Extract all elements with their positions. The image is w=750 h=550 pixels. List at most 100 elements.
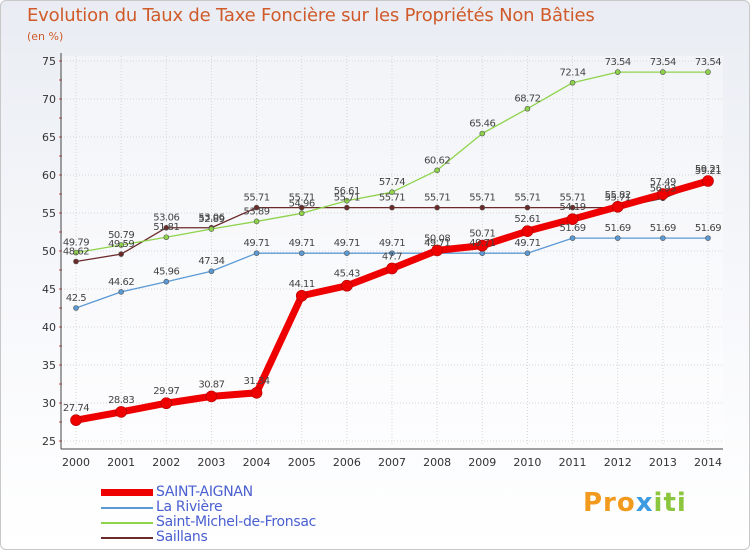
data-point-saint-aignan: [295, 289, 308, 302]
data-point-saint-michel-de-fronsac: [569, 79, 576, 86]
data-label-saint-aignan: 55.82: [605, 190, 631, 201]
data-point-saint-michel-de-fronsac: [614, 69, 621, 75]
data-label-saint-aignan: 30.87: [198, 379, 224, 390]
data-point-la-riviere: [479, 250, 486, 257]
y-tick-label: 50: [42, 245, 56, 258]
data-point-saillans: [253, 204, 260, 211]
chart-title: Evolution du Taux de Taxe Foncière sur l…: [27, 5, 595, 26]
data-label-saint-aignan: 47.7: [382, 251, 402, 262]
data-point-saint-michel-de-fronsac: [705, 69, 711, 75]
data-point-saillans: [163, 224, 170, 231]
data-point-saillans: [569, 204, 576, 211]
data-label-saillans: 53.06: [198, 213, 224, 224]
data-point-saillans: [118, 251, 124, 257]
data-point-saint-michel-de-fronsac: [73, 249, 79, 256]
y-tick-label: 60: [42, 169, 56, 182]
x-tick-label: 2004: [243, 456, 271, 469]
data-point-saint-aignan: [611, 200, 624, 213]
x-tick-label: 2009: [468, 456, 496, 469]
data-point-la-riviere: [660, 235, 666, 241]
data-point-saint-michel-de-fronsac: [344, 197, 350, 204]
y-tick-label: 40: [42, 321, 56, 334]
legend-swatch: [101, 537, 153, 539]
x-tick-label: 2012: [604, 456, 632, 469]
data-point-saint-aignan: [476, 239, 489, 252]
x-tick-label: 2001: [107, 456, 135, 469]
data-label-la-riviere: 49.71: [379, 238, 405, 249]
data-label-saillans: 56.93: [650, 183, 676, 194]
data-point-saint-aignan: [160, 397, 173, 410]
data-point-saint-aignan: [386, 262, 398, 275]
data-point-saint-aignan: [115, 406, 127, 418]
data-point-la-riviere: [524, 250, 531, 257]
data-point-la-riviere: [344, 250, 350, 257]
data-label-saint-michel-de-fronsac: 50.79: [108, 230, 134, 241]
x-tick-label: 2013: [649, 456, 677, 469]
x-tick-label: 2010: [513, 456, 541, 469]
data-label-saint-aignan: 52.61: [514, 214, 540, 225]
data-point-saint-michel-de-fronsac: [434, 167, 440, 174]
data-label-saint-michel-de-fronsac: 60.62: [424, 155, 450, 166]
legend-item-la-riviere: La Rivière: [101, 499, 401, 515]
data-point-saint-aignan: [205, 390, 218, 403]
data-label-saillans: 55.71: [605, 193, 631, 204]
data-point-saint-aignan: [702, 175, 714, 187]
data-point-saint-michel-de-fronsac: [118, 242, 124, 248]
data-label-saillans: 55.71: [424, 193, 450, 204]
data-label-la-riviere: 51.69: [695, 223, 721, 234]
legend-label: Saillans: [156, 529, 208, 545]
data-point-la-riviere: [208, 268, 215, 275]
y-tick-label: 75: [42, 55, 56, 68]
data-label-la-riviere: 47.34: [198, 256, 224, 267]
data-label-saillans: 55.71: [244, 193, 270, 204]
data-label-la-riviere: 49.71: [514, 238, 540, 249]
x-tick-label: 2006: [333, 456, 361, 469]
data-point-la-riviere: [118, 289, 124, 295]
data-point-la-riviere: [705, 235, 711, 241]
legend-label: Saint-Michel-de-Fronsac: [156, 514, 317, 530]
data-point-saillans: [434, 204, 440, 211]
data-point-saillans: [389, 204, 395, 211]
data-label-saillans: 55.71: [469, 193, 495, 204]
data-label-saint-aignan: 54.19: [560, 202, 586, 213]
data-label-saint-michel-de-fronsac: 73.54: [605, 57, 631, 68]
data-point-la-riviere: [298, 250, 305, 257]
y-tick-label: 25: [42, 435, 56, 448]
chart-legend: SAINT-AIGNAN La Rivière Saint-Michel-de-…: [101, 484, 401, 545]
data-label-saillans: 48.62: [63, 246, 89, 257]
data-point-la-riviere: [253, 250, 260, 257]
x-tick-label: 2005: [288, 456, 316, 469]
x-tick-label: 2007: [378, 456, 406, 469]
data-point-saint-aignan: [521, 225, 534, 237]
data-point-saint-michel-de-fronsac: [479, 130, 486, 137]
data-label-la-riviere: 49.71: [289, 238, 315, 249]
data-label-saint-michel-de-fronsac: 54.96: [289, 198, 315, 209]
data-label-la-riviere: 51.69: [605, 223, 631, 234]
data-label-saillans: 53.06: [153, 213, 179, 224]
data-label-la-riviere: 51.69: [650, 223, 676, 234]
data-label-saint-michel-de-fronsac: 72.14: [560, 68, 586, 79]
data-label-saint-aignan: 29.97: [153, 386, 179, 397]
data-label-saillans: 55.71: [514, 193, 540, 204]
data-label-saint-aignan: 50.08: [424, 233, 450, 244]
x-tick-label: 2000: [62, 456, 90, 469]
legend-swatch: [101, 507, 153, 509]
data-point-la-riviere: [163, 278, 170, 285]
data-point-saint-michel-de-fronsac: [298, 210, 305, 217]
data-label-saint-michel-de-fronsac: 73.54: [695, 57, 721, 68]
data-label-la-riviere: 44.62: [108, 277, 134, 288]
data-point-saint-michel-de-fronsac: [163, 234, 170, 241]
data-point-saint-aignan: [250, 387, 263, 399]
x-tick-label: 2002: [152, 456, 180, 469]
data-label-la-riviere: 49.71: [469, 238, 495, 249]
data-label-saint-aignan: 27.74: [63, 403, 89, 414]
data-point-saillans: [524, 204, 531, 211]
data-point-saint-michel-de-fronsac: [660, 69, 666, 75]
data-label-saint-aignan: 28.83: [108, 395, 134, 406]
data-point-la-riviere: [614, 235, 621, 241]
x-tick-label: 2014: [694, 456, 722, 469]
data-label-saint-michel-de-fronsac: 73.54: [650, 57, 676, 68]
data-point-saint-michel-de-fronsac: [208, 226, 215, 232]
legend-item-saint-aignan: SAINT-AIGNAN: [101, 484, 401, 500]
